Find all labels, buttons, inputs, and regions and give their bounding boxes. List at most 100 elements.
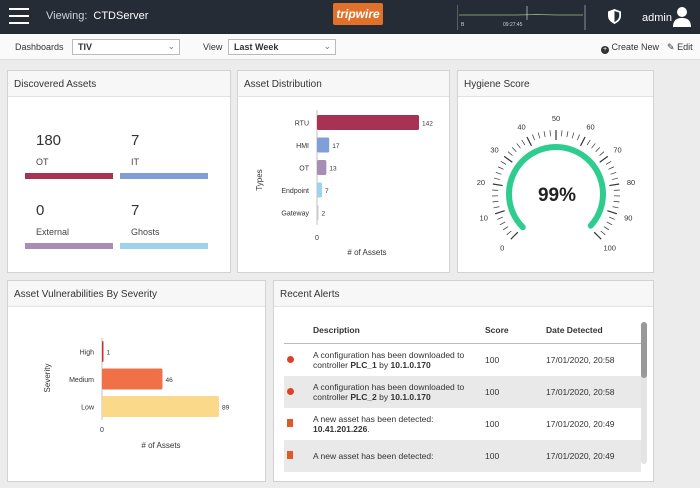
distribution-bar[interactable] [317,182,323,198]
gauge-tick [606,221,613,226]
vulnerabilities-value-label: 89 [222,405,230,412]
gauge-tick-label: 90 [624,213,632,222]
asset-distribution-chart: Types # of Assets 0 RTU 142 HMI 17 OT 13 Endpo… [255,110,433,257]
edit-icon: ✎ [667,42,675,52]
recent-alerts-title: Recent Alerts [274,281,653,307]
gauge-tick [500,161,507,165]
scrollbar-thumb[interactable] [641,322,647,378]
alert-description-mid: by [376,391,391,402]
alert-asset[interactable]: 10.41.201.226 [313,423,368,434]
plus-circle-icon: + [601,46,609,54]
vulnerabilities-title: Asset Vulnerabilities By Severity [8,281,265,307]
vulnerabilities-bar[interactable] [102,396,219,417]
distribution-bar[interactable] [317,160,327,175]
vulnerabilities-bar[interactable] [102,368,163,390]
dashboard-toolbar: Dashboards TIV ⌄ View Last Week ⌄ + Crea… [0,34,700,60]
discovered-assets-title: Discovered Assets [8,71,230,97]
alert-description-mid: . [367,423,370,434]
gauge-tick [532,134,535,141]
gauge-tick [566,131,569,138]
severity-cell [284,375,310,408]
alert-asset[interactable]: PLC_1 [350,359,377,370]
date-cell: 17/01/2020, 20:49 [546,418,615,429]
distribution-value-label: 17 [332,143,340,150]
asset-distribution-panel: Asset Distribution Types # of Assets 0 R… [237,70,450,273]
gauge-tick [577,134,580,141]
alert-description: A new asset has been detected: [313,450,434,461]
gauge-tick [526,136,533,147]
dashboard-select-value: TIV [78,42,93,52]
gauge-tick [506,230,512,236]
view-label: View [203,42,223,52]
distribution-bar[interactable] [317,115,419,130]
gauge-tick-label: 10 [480,213,488,222]
gauge-tick [599,155,609,163]
alert-source-ip[interactable]: 10.1.0.170 [390,359,431,370]
gauge-tick-label: 20 [477,178,485,187]
gauge-tick-label: 50 [552,114,560,123]
gauge-tick [503,155,513,163]
edit-label: Edit [677,42,693,52]
gauge-tick [595,147,601,152]
view-select[interactable]: Last Week ⌄ [228,39,336,55]
description-header[interactable]: Description [310,321,482,344]
severity-cell [284,439,310,472]
alert-row[interactable]: A new asset has been detected: 100 17/01… [284,439,641,472]
user-avatar-icon[interactable] [672,6,692,28]
alert-source-ip[interactable]: 10.1.0.170 [390,391,431,402]
gauge-tick [549,130,551,137]
dashboard-select[interactable]: TIV ⌄ [72,39,180,55]
vulnerabilities-zero-tick: 0 [100,427,104,434]
alert-row[interactable]: A new asset has been detected: 10.41.201… [284,408,641,440]
chevron-down-icon: ⌄ [323,41,331,51]
create-new-label: Create New [611,42,660,52]
gauge-tick [561,130,563,137]
shield-icon[interactable] [608,9,621,24]
distribution-bar[interactable] [317,137,330,153]
alert-description-mid: by [376,359,391,370]
distribution-bar[interactable] [317,205,319,220]
gauge-tick-label: 80 [627,178,635,187]
alert-description: A configuration has been downloaded to c… [313,349,465,370]
tripwire-logo[interactable]: tripwire [333,3,383,25]
alert-row[interactable]: A configuration has been downloaded to c… [284,344,641,376]
menu-icon[interactable] [9,8,29,24]
gauge-tick-label: 60 [586,122,594,131]
ghosts-label: Ghosts [131,227,160,237]
edit-button[interactable]: ✎ Edit [667,42,693,53]
external-count: 0 [36,202,45,219]
alert-severity-icon [287,387,294,395]
ot-label: OT [36,157,49,167]
hygiene-score-title: Hygiene Score [458,71,653,97]
date-header[interactable]: Date Detected [543,321,641,344]
alert-row[interactable]: A configuration has been downloaded to c… [284,375,641,408]
gauge-tick-label: 40 [517,122,525,131]
gauge-tick [502,226,509,231]
discovered-assets-panel: Discovered Assets 180 OT 7 IT 0 External… [7,70,231,273]
gauge-tick [579,136,586,147]
alert-asset[interactable]: PLC_2 [350,391,377,402]
it-label: IT [131,157,139,167]
ghosts-count: 7 [131,202,140,219]
gauge-tick [612,177,619,180]
spark-time-label: 09:27:45 [503,22,523,28]
vulnerabilities-bar[interactable] [102,341,104,362]
it-bar [120,173,208,179]
spark-start-label: B [461,22,465,28]
external-bar [25,243,113,249]
alerts-table: Description Score Date Detected A config… [284,321,641,472]
gauge-tick [612,206,619,209]
severity-cell [284,408,310,440]
distribution-zero-tick: 0 [315,235,319,242]
gauge-tick [493,177,500,180]
create-new-button[interactable]: + Create New [601,42,659,54]
vulnerabilities-category-label: High [80,350,95,357]
distribution-ylabel: Types [255,169,264,190]
user-name[interactable]: admin [642,12,672,24]
description-cell: A configuration has been downloaded to c… [310,344,482,376]
gauge-tick [571,132,575,139]
score-header[interactable]: Score [482,321,543,344]
vulnerabilities-category-label: Medium [69,377,94,384]
server-name[interactable]: CTDServer [93,10,149,22]
alerts-scrollbar[interactable] [641,322,647,464]
